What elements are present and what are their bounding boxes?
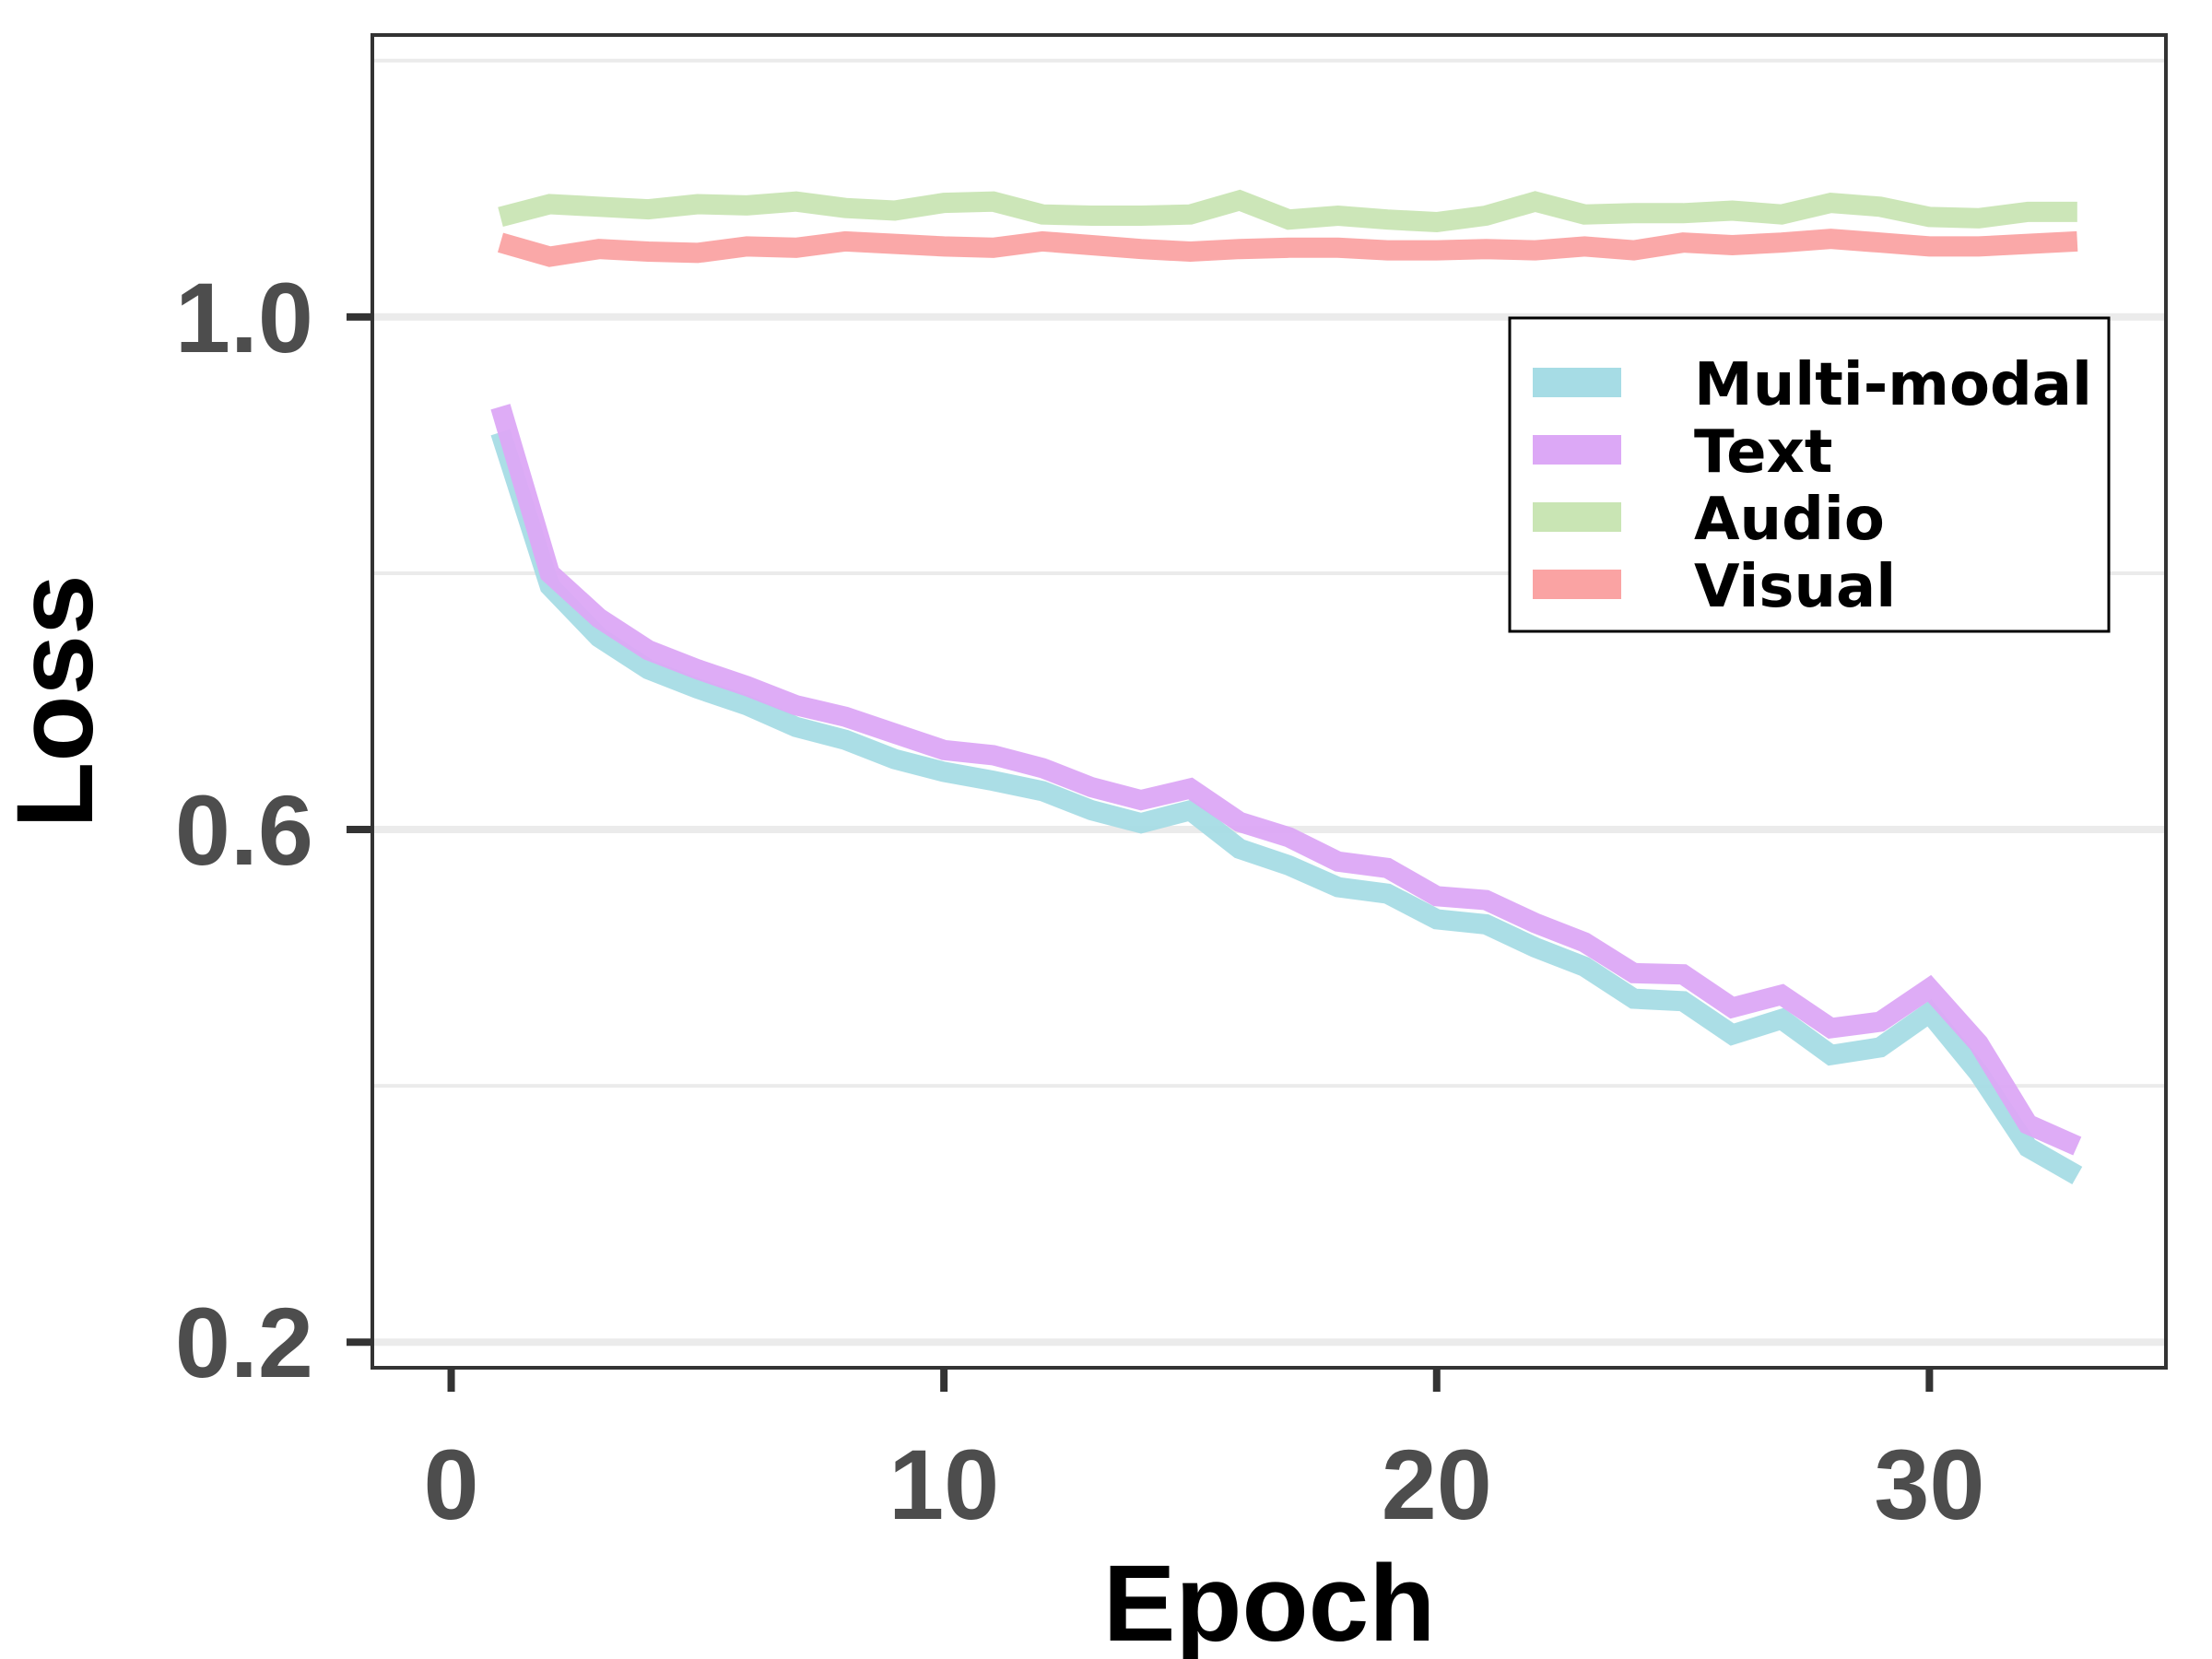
y-axis: 0.2 0.6 1.0 [175, 262, 372, 1398]
y-axis-title: Loss [0, 574, 116, 828]
legend-swatch-audio [1533, 502, 1621, 532]
x-tick-label: 30 [1874, 1429, 1984, 1540]
x-axis-title: Epoch [1103, 1543, 1436, 1659]
y-tick-label: 1.0 [175, 262, 313, 373]
series-line-visual [497, 229, 2078, 267]
x-axis: 0 10 20 30 [423, 1368, 1984, 1540]
y-tick-label: 0.2 [175, 1287, 313, 1398]
y-tick-label: 0.6 [175, 774, 313, 886]
legend-label-text: Text [1694, 418, 1832, 487]
series-line-multi-modal [490, 429, 2083, 1184]
legend-label-multi-modal: Multi-modal [1694, 351, 2092, 419]
x-tick-label: 10 [888, 1429, 999, 1540]
series-line-audio [498, 189, 2077, 233]
legend-label-visual: Visual [1694, 553, 1896, 621]
series-lines [490, 189, 2083, 1184]
series-line-text [490, 404, 2082, 1156]
x-tick-label: 20 [1382, 1429, 1492, 1540]
legend-swatch-multi-modal [1533, 368, 1621, 397]
legend-label-audio: Audio [1694, 486, 1885, 554]
plot-frame [371, 33, 2168, 1370]
legend-swatch-visual [1533, 570, 1621, 599]
legend-swatch-text [1533, 435, 1621, 465]
x-tick-label: 0 [423, 1429, 478, 1540]
